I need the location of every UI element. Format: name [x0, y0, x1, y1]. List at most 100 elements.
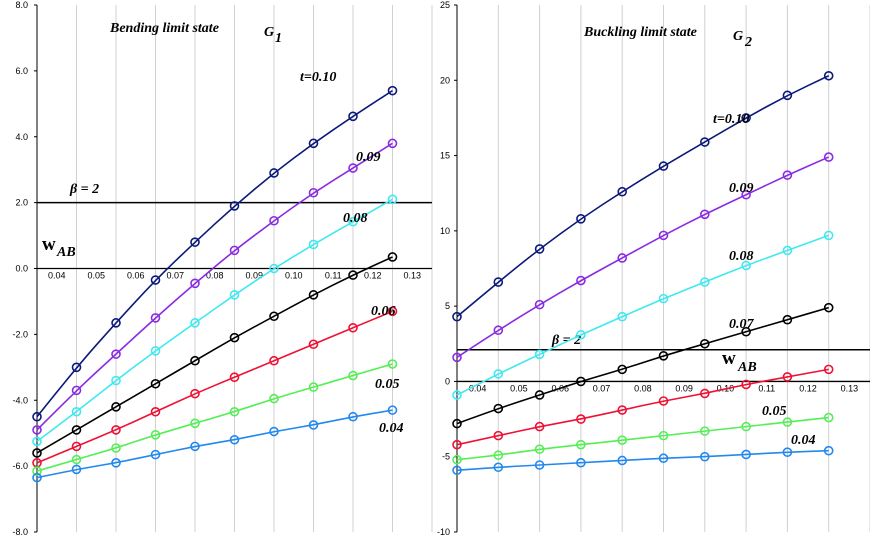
- data-point: [387, 306, 398, 317]
- data-point: [348, 111, 358, 122]
- y-tick-label: 0.0: [15, 264, 28, 274]
- y-tick-label: 20: [440, 75, 450, 85]
- data-point: [493, 369, 504, 379]
- data-point: [493, 462, 504, 473]
- data-point: [269, 355, 279, 366]
- data-point: [190, 441, 200, 452]
- series-7: 0.04: [32, 405, 404, 483]
- data-point: [658, 161, 669, 171]
- data-point: [823, 364, 834, 375]
- series-label: 0.06: [371, 304, 396, 319]
- data-point: [741, 421, 751, 432]
- data-point: [576, 376, 586, 387]
- series-label: 0.04: [379, 421, 404, 436]
- data-point: [699, 451, 710, 462]
- data-point: [617, 253, 628, 263]
- data-point: [493, 325, 504, 336]
- data-point: [229, 201, 240, 211]
- series-6: 0.05: [32, 359, 400, 476]
- y-tick-label: 10: [440, 226, 450, 236]
- data-point: [617, 186, 628, 197]
- x-tick-label: 0.12: [364, 271, 382, 281]
- data-point: [150, 406, 161, 417]
- data-point: [576, 457, 586, 468]
- data-point: [741, 326, 751, 337]
- series-5: 0.06: [32, 304, 398, 468]
- chart-panel-1: 8.0 6.0 4.0 2.0 0.0 -2.0 -4.0 -6.0 -8.0 0.04 0.05 0…: [12, 0, 433, 537]
- data-point: [229, 434, 240, 445]
- data-point: [229, 245, 240, 256]
- series-1: t=0.10: [452, 70, 834, 322]
- data-point: [308, 239, 319, 250]
- data-point: [387, 194, 398, 205]
- series-3: 0.08: [32, 194, 398, 447]
- data-point: [150, 449, 161, 460]
- data-point: [387, 252, 398, 262]
- y-tick-label: 2.0: [15, 198, 28, 208]
- data-point: [823, 302, 834, 313]
- data-point: [617, 455, 628, 466]
- data-point: [617, 435, 628, 445]
- x-tick-label: 0.09: [245, 271, 263, 281]
- data-point: [308, 382, 319, 392]
- chart-title-sub: 1: [275, 31, 282, 46]
- data-point: [658, 293, 669, 304]
- y-tick-label: -8.0: [12, 527, 28, 537]
- series-label: t=0.10: [713, 112, 749, 127]
- data-point: [348, 270, 358, 280]
- series-label: 0.05: [375, 377, 400, 392]
- y-tick-label: -10: [437, 527, 450, 537]
- series-line: [456, 75, 830, 318]
- series-line: [456, 416, 829, 461]
- series-label: 0.08: [729, 249, 754, 264]
- data-point: [190, 318, 200, 328]
- y-tick-label: 5: [445, 301, 450, 311]
- data-point: [699, 388, 710, 399]
- series-line: [36, 89, 393, 418]
- w-label: w: [42, 234, 56, 255]
- data-point: [534, 349, 545, 360]
- data-point: [699, 338, 710, 349]
- data-point: [576, 414, 586, 424]
- series-label: 0.09: [729, 181, 754, 196]
- data-point: [32, 411, 42, 422]
- data-point: [150, 346, 161, 356]
- data-point: [782, 90, 793, 101]
- data-point: [823, 70, 834, 81]
- data-point: [308, 138, 319, 149]
- series-line: [456, 234, 829, 396]
- x-tick-label: 0.11: [758, 383, 775, 393]
- series-label: 0.08: [343, 211, 368, 226]
- data-point: [111, 425, 121, 435]
- x-tick-label: 0.04: [469, 383, 487, 393]
- beta-label: β = 2: [551, 333, 581, 348]
- data-point: [699, 277, 710, 287]
- w-sub-label: AB: [737, 360, 757, 375]
- series-line: [36, 256, 393, 454]
- series-line: [456, 449, 829, 472]
- x-tick-label: 0.04: [48, 271, 66, 281]
- data-point: [387, 405, 398, 415]
- chart-title-sub: 2: [744, 35, 752, 50]
- data-point: [111, 402, 121, 412]
- data-point: [534, 444, 545, 454]
- data-point: [71, 362, 82, 373]
- series-line: [36, 363, 393, 472]
- data-point: [699, 137, 710, 147]
- data-point: [348, 163, 358, 173]
- series-6: 0.05: [452, 404, 834, 465]
- data-point: [229, 290, 240, 300]
- series-label: 0.07: [729, 317, 755, 332]
- y-tick-label: 8.0: [15, 0, 28, 10]
- data-point: [32, 425, 42, 435]
- data-point: [658, 230, 669, 241]
- data-point: [658, 351, 669, 361]
- y-tick-label: -4.0: [12, 395, 28, 405]
- data-point: [348, 322, 358, 333]
- y-tick-label: 4.0: [15, 132, 28, 142]
- data-point: [534, 390, 545, 400]
- y-tick-label: -2.0: [12, 329, 28, 339]
- data-point: [308, 339, 319, 350]
